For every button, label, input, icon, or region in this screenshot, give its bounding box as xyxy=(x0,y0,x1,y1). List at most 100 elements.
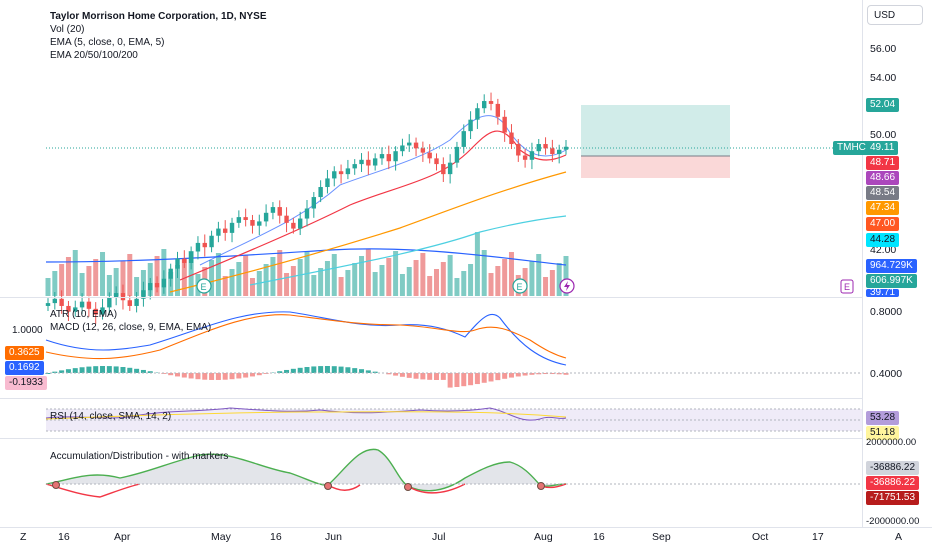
candle-body xyxy=(311,197,317,209)
volume-bar xyxy=(365,249,371,296)
position-loss-zone[interactable] xyxy=(581,156,730,178)
macd-histogram-bar xyxy=(474,373,480,385)
earnings-marker[interactable]: E xyxy=(196,278,212,294)
candle-body xyxy=(86,301,92,309)
ema-200-line xyxy=(45,248,567,266)
candle-body xyxy=(556,149,562,155)
macd-histogram-bar xyxy=(256,373,262,376)
earnings-marker[interactable]: E xyxy=(512,278,528,294)
candle-body xyxy=(563,146,569,150)
macd-histogram-bar xyxy=(318,366,324,373)
candle-body xyxy=(127,300,132,306)
volume-bar xyxy=(311,275,317,296)
macd-histogram-bar xyxy=(345,367,351,373)
volume-bar xyxy=(556,263,562,296)
macd-histogram-bar xyxy=(147,371,153,373)
candle-body xyxy=(400,145,405,152)
candle-body xyxy=(332,171,337,179)
candle-body xyxy=(454,146,460,163)
candle-body xyxy=(79,301,85,308)
candle-body xyxy=(250,219,255,226)
price-tag-ema5: 48.71 xyxy=(866,156,900,170)
candle-body xyxy=(73,307,78,312)
macd-label[interactable]: MACD (12, 26, close, 9, EMA, EMA) xyxy=(50,322,212,333)
date-tick: May xyxy=(211,531,231,543)
price-axis[interactable] xyxy=(862,0,932,527)
macd-histogram-bar xyxy=(168,373,174,376)
volume-bar xyxy=(290,266,296,296)
volume-bar xyxy=(52,271,58,296)
candle-body xyxy=(66,305,71,312)
lightning-icon[interactable] xyxy=(559,278,575,294)
candle-body xyxy=(502,116,507,133)
macd-histogram-bar xyxy=(365,370,371,373)
macd-histogram-bar xyxy=(420,373,426,380)
svg-text:E: E xyxy=(201,282,207,292)
volume-bar xyxy=(127,254,133,296)
volume-bar xyxy=(209,260,215,296)
candle-body xyxy=(441,164,446,175)
volume-bar xyxy=(379,265,385,296)
macd-histogram-bar xyxy=(284,369,290,373)
indicator-vol[interactable]: Vol (20) xyxy=(50,24,85,35)
atr-label[interactable]: ATR (10, EMA) xyxy=(50,309,118,320)
volume-bar xyxy=(106,275,112,296)
candle-body xyxy=(475,108,480,120)
macd-histogram-bar xyxy=(502,373,508,379)
candle-body xyxy=(182,258,187,263)
macd-histogram-bar xyxy=(311,366,317,373)
macd-histogram-bar xyxy=(393,373,399,376)
candle-body xyxy=(522,155,528,160)
volume-bar xyxy=(413,260,419,296)
price-tag-ema50: 47.34 xyxy=(866,201,900,215)
volume-bar xyxy=(297,259,303,296)
ad-tag: -36886.22 xyxy=(866,461,920,475)
candle-body xyxy=(175,258,180,269)
candle-body xyxy=(434,158,439,165)
candle-body xyxy=(52,298,58,304)
candle-body xyxy=(45,303,51,306)
candles xyxy=(45,92,569,324)
macd-histogram-bar xyxy=(215,373,221,380)
macd-signal-tag: 0.3625 xyxy=(5,346,44,360)
candle-body xyxy=(100,307,105,315)
currency-selector[interactable]: USD xyxy=(867,5,923,25)
earnings-future-icon[interactable]: E xyxy=(840,279,854,294)
candle-body xyxy=(120,293,126,301)
candle-body xyxy=(325,178,330,188)
volume-bar xyxy=(65,257,71,296)
macd-histogram-bar xyxy=(372,371,378,373)
candle-body xyxy=(297,218,303,229)
macd-histogram-bar xyxy=(249,373,255,377)
macd-scale-value: 1.0000 xyxy=(12,325,43,336)
candle-body xyxy=(223,228,228,233)
candle-body xyxy=(148,283,153,291)
candle-body xyxy=(59,298,64,306)
ad-label[interactable]: Accumulation/Distribution - with markers xyxy=(50,451,229,462)
macd-histogram-bar xyxy=(434,373,439,380)
rsi-label[interactable]: RSI (14, close, SMA, 14, 2) xyxy=(50,411,172,422)
auto-scale-button[interactable]: A xyxy=(895,531,903,543)
candle-body xyxy=(229,222,235,233)
candle-body xyxy=(318,187,323,198)
indicator-ema-ribbon[interactable]: EMA 20/50/100/200 xyxy=(50,50,138,61)
indicator-ema5[interactable]: EMA (5, close, 0, EMA, 5) xyxy=(50,37,165,48)
candle-body xyxy=(216,228,221,236)
macd-histogram-bar xyxy=(406,373,412,378)
macd-histogram-bar xyxy=(127,367,133,373)
macd-histogram-bar xyxy=(229,373,235,380)
volume-bar xyxy=(447,255,453,296)
volume-bar xyxy=(345,270,351,296)
candle-body xyxy=(529,151,535,160)
volume-bar xyxy=(529,261,535,296)
rsi-tag: 53.28 xyxy=(866,411,900,425)
macd-histogram-bar xyxy=(508,373,514,378)
candle-body xyxy=(447,162,453,175)
candle-body xyxy=(495,103,501,117)
candle-body xyxy=(359,159,364,165)
price-tag-stop: 47.00 xyxy=(866,217,900,231)
timezone-label[interactable]: Z xyxy=(20,531,27,543)
date-tick: Oct xyxy=(752,531,769,543)
macd-histogram-bar xyxy=(549,373,555,375)
